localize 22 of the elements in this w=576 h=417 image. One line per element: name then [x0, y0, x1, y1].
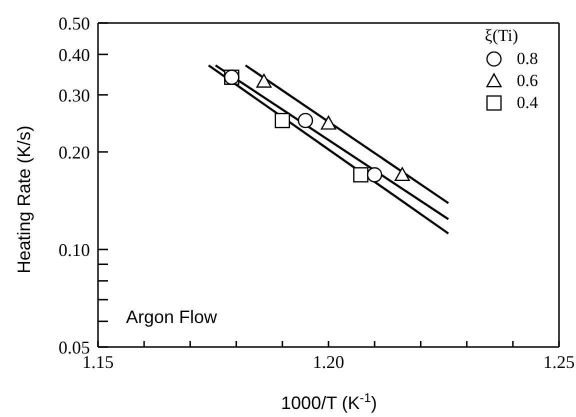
x-tick-label: 1.20 — [312, 352, 344, 372]
y-tick-label: 0.40 — [58, 44, 90, 65]
point — [353, 167, 368, 182]
point — [394, 167, 410, 182]
x-axis-title: 1000/T (K$^{-1}$) — [281, 391, 377, 413]
point — [366, 167, 382, 182]
point — [298, 112, 314, 128]
point — [274, 112, 290, 128]
legend-label: 0.4 — [516, 93, 538, 113]
annotation: Argon Flow — [126, 307, 218, 327]
point — [320, 116, 336, 130]
y-tick-label: 0.20 — [58, 142, 90, 162]
legend-title: ξ(Ti) — [484, 26, 520, 46]
y-tick-label: 0.05 — [58, 337, 90, 358]
legend-label: 0.6 — [516, 71, 538, 91]
x-tick-label: 1.25 — [543, 352, 575, 372]
y-axis-title: Heating Rate (K/s) — [14, 125, 34, 274]
y-tick-label: 0.50 — [58, 13, 90, 34]
point — [256, 74, 272, 88]
y-tick-label: 0.10 — [58, 240, 90, 260]
legend-label: 0.8 — [516, 49, 538, 69]
y-tick-label: 0.30 — [58, 85, 90, 106]
